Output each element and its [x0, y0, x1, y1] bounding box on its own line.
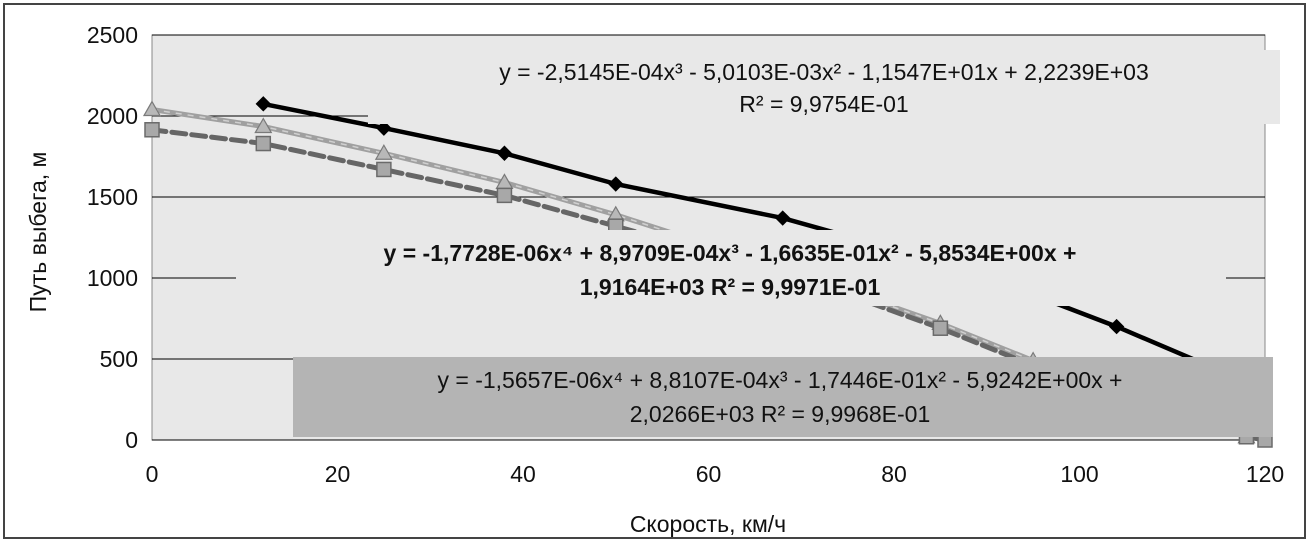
equation-2-line-1: y = -1,7728E-06x⁴ + 8,9709E-04x³ - 1,663…: [384, 240, 1077, 266]
x-tick-label: 60: [696, 461, 722, 487]
point-series-3: [255, 135, 272, 152]
x-tick-label: 20: [325, 461, 351, 487]
equation-1-line-1: y = -2,5145E-04x³ - 5,0103E-03x² - 1,154…: [499, 59, 1149, 85]
y-tick-label: 2500: [87, 22, 138, 48]
x-tick-label: 0: [146, 461, 159, 487]
point-series-1: [608, 176, 624, 192]
y-tick-label: 500: [100, 346, 138, 372]
equation-1-line-2: R² = 9,9754E-01: [739, 91, 908, 117]
point-series-2: [254, 117, 273, 134]
point-series-3: [932, 320, 949, 336]
y-axis-label: Путь выбега, м: [25, 152, 51, 313]
point-series-3: [376, 161, 392, 178]
point-series-1: [1108, 318, 1125, 335]
x-tick-label: 40: [510, 461, 536, 487]
trendline-series-1: [261, 101, 1268, 393]
point-series-3: [496, 187, 513, 204]
point-series-3: [144, 122, 160, 138]
y-tick-label: 0: [125, 427, 138, 453]
x-axis-label: Скорость, км/ч: [630, 511, 786, 537]
equation-2-line-2: 1,9164E+03 R² = 9,9971E-01: [580, 274, 881, 300]
equation-3-line-2: 2,0266E+03 R² = 9,9968E-01: [630, 401, 931, 427]
point-series-2: [142, 100, 162, 117]
x-tick-label: 100: [1060, 461, 1098, 487]
equation-2-box: [236, 230, 1226, 306]
point-series-2: [374, 144, 393, 160]
point-series-1: [255, 96, 272, 112]
equation-3-line-1: y = -1,5657E-06x⁴ + 8,8107E-04x³ - 1,744…: [438, 367, 1123, 393]
equation-annotations: y = -2,5145E-04x³ - 5,0103E-03x² - 1,154…: [236, 50, 1280, 437]
y-tick-label: 1000: [87, 265, 138, 291]
y-tick-label: 1500: [87, 184, 138, 210]
equation-3-box: [293, 357, 1273, 437]
axes: 0 500 1000 1500 2000 2500 0 20 40 60 80 100 120: [87, 22, 1284, 487]
point-series-1: [496, 145, 513, 161]
x-tick-label: 80: [881, 461, 907, 487]
y-tick-label: 2000: [87, 103, 138, 129]
equation-1-box: [368, 50, 1280, 124]
x-tick-label: 120: [1246, 461, 1284, 487]
point-series-1: [774, 210, 791, 226]
point-series-1: [376, 120, 392, 136]
